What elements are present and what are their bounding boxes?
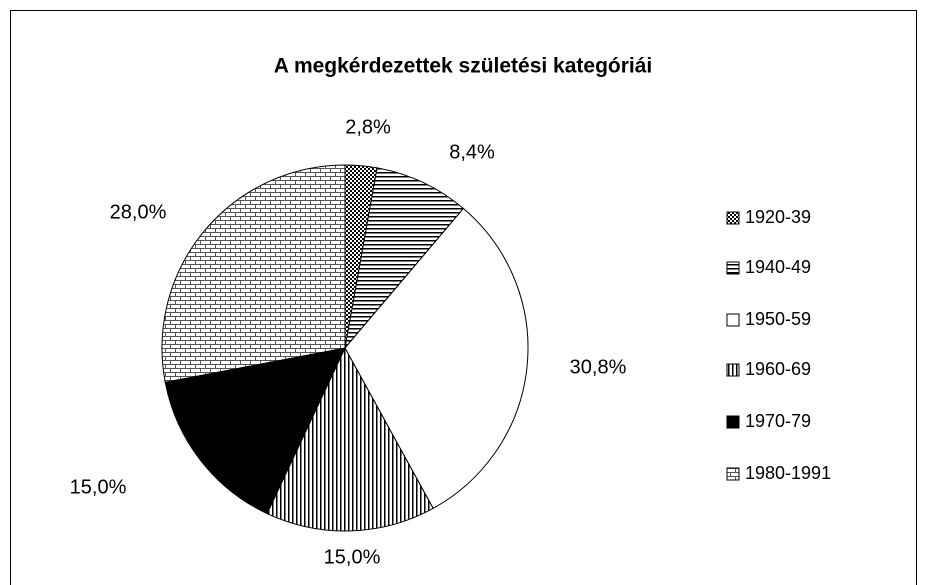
pie-slice [344, 207, 529, 510]
legend-label: 1960-69 [745, 359, 811, 379]
legend-swatch [726, 313, 740, 327]
legend-label: 1980-1991 [745, 463, 831, 483]
legend-swatch [726, 415, 740, 429]
pie-slice [266, 346, 434, 532]
legend-label: 1970-79 [745, 411, 811, 431]
legend-label: 1940-49 [745, 257, 811, 277]
data-label: 15,0% [324, 546, 381, 568]
pie-slice [344, 167, 465, 350]
legend-swatch [726, 261, 740, 275]
legend-label: 1950-59 [745, 309, 811, 329]
data-label: 28,0% [110, 201, 167, 223]
data-label: 15,0% [70, 476, 127, 498]
pie-slice [164, 347, 346, 515]
data-label: 8,4% [449, 141, 495, 163]
legend-label: 1920-39 [745, 207, 811, 227]
legend-swatch [726, 211, 740, 225]
legend-swatch [726, 363, 740, 377]
data-label: 30,8% [570, 356, 627, 378]
chart-title: A megkérdezettek születési kategóriái [274, 55, 653, 78]
legend-swatch [726, 467, 740, 481]
pie-slice [161, 164, 346, 383]
data-label: 2,8% [345, 116, 391, 138]
